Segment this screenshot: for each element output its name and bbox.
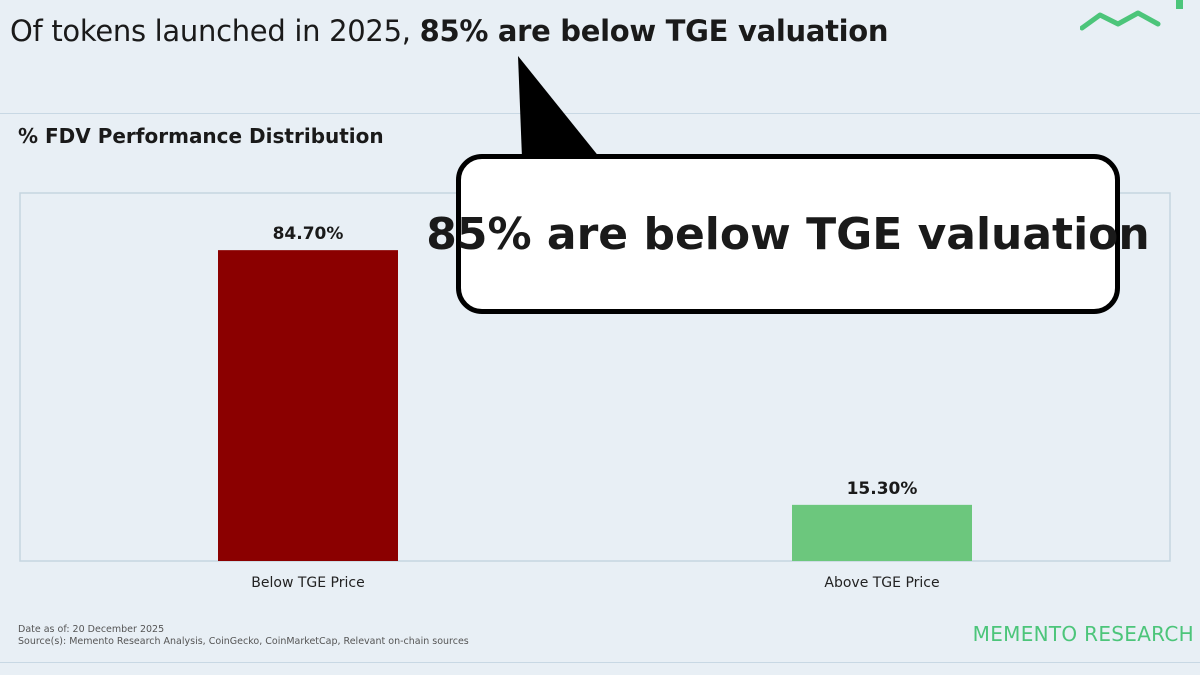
footer-date: Date as of: 20 December 2025: [18, 624, 165, 635]
header-divider: [0, 113, 1200, 114]
chart-title: % FDV Performance Distribution: [18, 124, 384, 148]
headline: Of tokens launched in 2025, 85% are belo…: [10, 14, 889, 48]
brand-name: MEMENTO RESEARCH: [972, 622, 1194, 646]
x-tick-label: Below TGE Price: [251, 575, 364, 591]
footer-divider: [0, 662, 1200, 663]
bar-below-tge: [218, 250, 398, 561]
callout-box: 85% are below TGE valuation: [426, 154, 1150, 314]
bar-chart: 84.70% Below TGE Price 15.30% Above TGE Pri…: [19, 192, 1171, 591]
callout-pointer: [518, 56, 600, 158]
headline-emphasis: 85% are below TGE valuation: [419, 14, 889, 48]
brand-logo-icon: [1080, 0, 1183, 31]
bar-value-label: 84.70%: [273, 224, 344, 244]
x-tick-label: Above TGE Price: [824, 575, 939, 591]
headline-prefix: Of tokens launched in 2025,: [10, 14, 420, 48]
bar-value-label: 15.30%: [847, 479, 918, 499]
footer-source: Source(s): Memento Research Analysis, Co…: [18, 636, 469, 647]
callout-text: 85% are below TGE valuation: [426, 208, 1150, 260]
bar-above-tge: [792, 504, 972, 561]
